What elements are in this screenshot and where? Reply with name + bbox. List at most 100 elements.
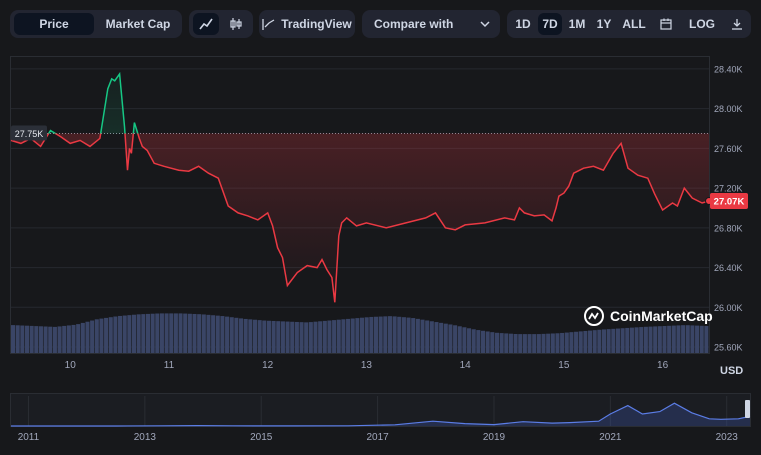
volume-bar — [378, 316, 383, 353]
volume-bar — [671, 325, 676, 353]
price-tab[interactable]: Price — [14, 13, 94, 35]
volume-bar — [467, 328, 472, 353]
volume-bar — [685, 325, 690, 353]
volume-bar — [85, 321, 90, 353]
volume-bar — [169, 313, 174, 353]
volume-bar — [262, 320, 267, 353]
volume-bar — [653, 326, 658, 353]
x-tick-label: 15 — [558, 360, 570, 371]
toolbar: Price Market Cap TradingView Compare wit… — [0, 0, 761, 50]
volume-bar — [43, 326, 48, 353]
volume-bar — [662, 325, 667, 353]
volume-bar — [271, 320, 276, 353]
range-button-1d[interactable]: 1D — [515, 17, 531, 31]
volume-bar — [690, 325, 695, 353]
volume-bar — [350, 318, 355, 353]
volume-bar — [532, 334, 537, 353]
navigator-year-label: 2013 — [134, 432, 157, 443]
volume-bar — [99, 318, 104, 353]
watermark-text: CoinMarketCap — [610, 308, 713, 324]
volume-bar — [299, 322, 304, 353]
x-tick-label: 16 — [657, 360, 669, 371]
volume-bar — [420, 319, 425, 353]
volume-bar — [113, 316, 118, 353]
volume-bar — [38, 326, 43, 353]
volume-bar — [541, 333, 546, 353]
volume-bar — [327, 320, 332, 353]
range-button-1m[interactable]: 1M — [568, 17, 586, 31]
line-chart-button[interactable] — [193, 13, 219, 35]
volume-bar — [252, 319, 258, 353]
volume-bar — [336, 319, 341, 353]
volume-bar — [504, 333, 509, 353]
volume-bar — [118, 315, 123, 353]
volume-bar — [401, 317, 406, 353]
volume-bar — [639, 327, 644, 353]
volume-bar — [676, 325, 681, 353]
navigator-year-label: 2019 — [483, 432, 506, 443]
navigator-year-label: 2011 — [18, 432, 40, 443]
volume-bar — [304, 322, 309, 353]
volume-bar — [560, 332, 565, 353]
volume-bar — [601, 329, 607, 353]
volume-bar — [411, 318, 416, 353]
price-chart[interactable]: 28.40K 28.00K 27.60K 27.20K 26.80K 26.40K 26.0… — [0, 0, 761, 380]
reference-tag-text: 27.75K — [15, 129, 44, 139]
volume-bar — [383, 316, 388, 353]
volume-bar — [141, 314, 146, 353]
volume-bar — [178, 313, 183, 353]
x-tick-label: 11 — [164, 360, 175, 371]
volume-bar — [499, 333, 504, 353]
compare-with-dropdown[interactable]: Compare with — [362, 10, 500, 38]
price-line-down — [10, 133, 710, 303]
volume-bar — [322, 320, 327, 353]
volume-bar — [150, 313, 155, 353]
range-button-1y[interactable]: 1Y — [596, 17, 612, 31]
volume-bar — [80, 322, 85, 353]
volume-bar — [201, 314, 206, 353]
market-cap-tab[interactable]: Market Cap — [105, 17, 171, 31]
volume-bar — [34, 326, 39, 353]
volume-bar — [583, 330, 588, 353]
log-scale-button[interactable]: LOG — [689, 17, 715, 31]
volume-bar — [634, 327, 639, 353]
range-button-7d[interactable]: 7D — [538, 13, 562, 35]
volume-bar — [29, 325, 34, 353]
volume-bar — [564, 332, 569, 353]
volume-bar — [606, 329, 611, 353]
tradingview-button[interactable]: TradingView — [259, 10, 355, 38]
volume-bar — [15, 325, 20, 353]
volume-bar — [229, 317, 234, 353]
y-tick-label: 28.40K — [714, 64, 743, 74]
range-button-all[interactable]: ALL — [622, 17, 646, 31]
reference-price-tag: 27.75K — [11, 125, 47, 141]
volume-bar — [183, 313, 188, 353]
volume-bar — [392, 316, 397, 353]
volume-bar — [546, 333, 551, 353]
candlestick-button[interactable] — [223, 13, 249, 35]
volume-bar — [443, 323, 448, 353]
volume-bar — [615, 328, 620, 353]
y-tick-label: 26.00K — [714, 303, 743, 313]
volume-bar — [11, 325, 16, 353]
current-tag-text: 27.07K — [714, 197, 745, 208]
download-button[interactable] — [726, 13, 748, 35]
volume-bar — [173, 313, 178, 353]
download-icon — [732, 19, 742, 30]
volume-bar — [485, 331, 490, 353]
volume-bar — [643, 326, 648, 353]
navigator-year-label: 2017 — [366, 432, 389, 443]
calendar-button[interactable] — [655, 13, 677, 35]
volume-bar — [513, 333, 518, 353]
volume-bar — [448, 324, 453, 353]
volume-bar — [429, 321, 434, 353]
volume-bar — [387, 316, 392, 353]
volume-bar — [522, 334, 527, 353]
volume-bar — [369, 316, 374, 353]
x-tick-label: 10 — [65, 360, 77, 371]
navigator[interactable] — [10, 393, 751, 427]
coinmarketcap-watermark: CoinMarketCap — [583, 305, 713, 327]
x-tick-label: 12 — [262, 360, 274, 371]
volume-bar — [225, 316, 230, 353]
compare-with-label: Compare with — [374, 17, 454, 31]
